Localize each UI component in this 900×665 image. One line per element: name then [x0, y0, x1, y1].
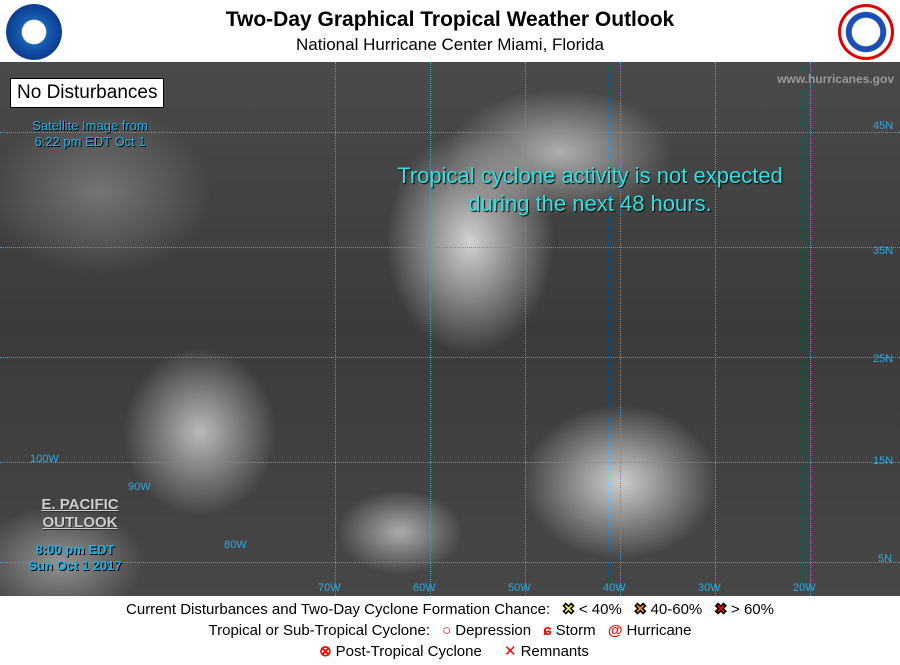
storm-icon: ɕ	[543, 622, 552, 639]
legend: Current Disturbances and Two-Day Cyclone…	[0, 596, 900, 665]
medium-chance-x-icon: ✖	[633, 601, 648, 619]
high-chance-label: > 60%	[731, 601, 774, 618]
satellite-time: Satellite Image from 6:22 pm EDT Oct 1	[10, 118, 170, 150]
grid-line	[0, 132, 900, 133]
epac-outlook-link[interactable]: E. PACIFIC OUTLOOK	[20, 496, 140, 532]
nws-logo	[838, 4, 894, 60]
hurricane-label: Hurricane	[626, 622, 692, 639]
grid-line	[525, 62, 526, 596]
issue-time: 8:00 pm EDT Sun Oct 1 2017	[10, 542, 140, 574]
header: Two-Day Graphical Tropical Weather Outlo…	[0, 0, 900, 62]
outlook-message-line1: Tropical cyclone activity is not expecte…	[397, 163, 783, 188]
lon-label: 50W	[508, 582, 531, 594]
medium-chance-label: 40-60%	[650, 601, 703, 618]
grid-line	[0, 357, 900, 358]
status-box: No Disturbances	[10, 78, 165, 108]
lon-label: 100W	[30, 453, 59, 465]
lon-label: 70W	[318, 582, 341, 594]
lat-label: 25N	[873, 353, 894, 365]
lat-label: 35N	[873, 245, 894, 257]
remnants-label: Remnants	[520, 643, 589, 660]
lon-label: 90W	[128, 481, 151, 493]
grid-line	[620, 62, 621, 596]
satellite-map: 45N 35N 25N 15N 5N 100W 90W 80W 70W 60W …	[0, 62, 900, 596]
storm-label: Storm	[555, 622, 596, 639]
website-label: www.hurricanes.gov	[777, 72, 894, 86]
page-title: Two-Day Graphical Tropical Weather Outlo…	[225, 8, 675, 31]
grid-line	[810, 62, 811, 596]
lon-label: 80W	[224, 539, 247, 551]
lon-label: 30W	[698, 582, 721, 594]
low-chance-x-icon: ✖	[562, 601, 576, 619]
lon-label: 20W	[793, 582, 816, 594]
lat-label: 45N	[873, 120, 894, 132]
legend-row-cyclone: Tropical or Sub-Tropical Cyclone: ○ Depre…	[0, 620, 900, 641]
issue-time-line1: 8:00 pm EDT	[35, 542, 115, 557]
grid-line	[335, 62, 336, 596]
grid-line	[0, 462, 900, 463]
high-chance-x-icon: ✖	[714, 601, 728, 619]
lon-label: 60W	[413, 582, 436, 594]
grid-line	[430, 62, 431, 596]
hurricane-icon: @	[607, 622, 623, 639]
formation-label: Current Disturbances and Two-Day Cyclone…	[126, 601, 551, 618]
legend-row-post: ⊗ Post-Tropical Cyclone ✕ Remnants	[0, 641, 900, 662]
epac-line2: OUTLOOK	[42, 514, 118, 531]
issue-time-line2: Sun Oct 1 2017	[28, 558, 122, 573]
lat-label: 15N	[873, 455, 894, 467]
grid-line	[0, 247, 900, 248]
post-tropical-icon: ⊗	[319, 643, 332, 660]
low-chance-label: < 40%	[578, 601, 622, 618]
grid-line	[0, 562, 900, 563]
depression-circle-icon: ○	[442, 622, 452, 639]
grid-line	[715, 62, 716, 596]
epac-line1: E. PACIFIC	[41, 496, 119, 513]
noaa-logo	[6, 4, 62, 60]
remnants-x-icon: ✕	[503, 643, 517, 660]
cyclone-label: Tropical or Sub-Tropical Cyclone:	[208, 622, 430, 639]
legend-row-formation: Current Disturbances and Two-Day Cyclone…	[0, 599, 900, 620]
outlook-message-line2: during the next 48 hours.	[468, 191, 712, 216]
post-tropical-label: Post-Tropical Cyclone	[335, 643, 482, 660]
lon-label: 40W	[603, 582, 626, 594]
outlook-message: Tropical cyclone activity is not expecte…	[340, 162, 840, 218]
lat-label: 5N	[878, 553, 893, 565]
satellite-time-line2: 6:22 pm EDT Oct 1	[34, 134, 146, 149]
depression-label: Depression	[455, 622, 532, 639]
satellite-time-line1: Satellite Image from	[32, 118, 148, 133]
page-subtitle: National Hurricane Center Miami, Florida	[295, 35, 604, 54]
